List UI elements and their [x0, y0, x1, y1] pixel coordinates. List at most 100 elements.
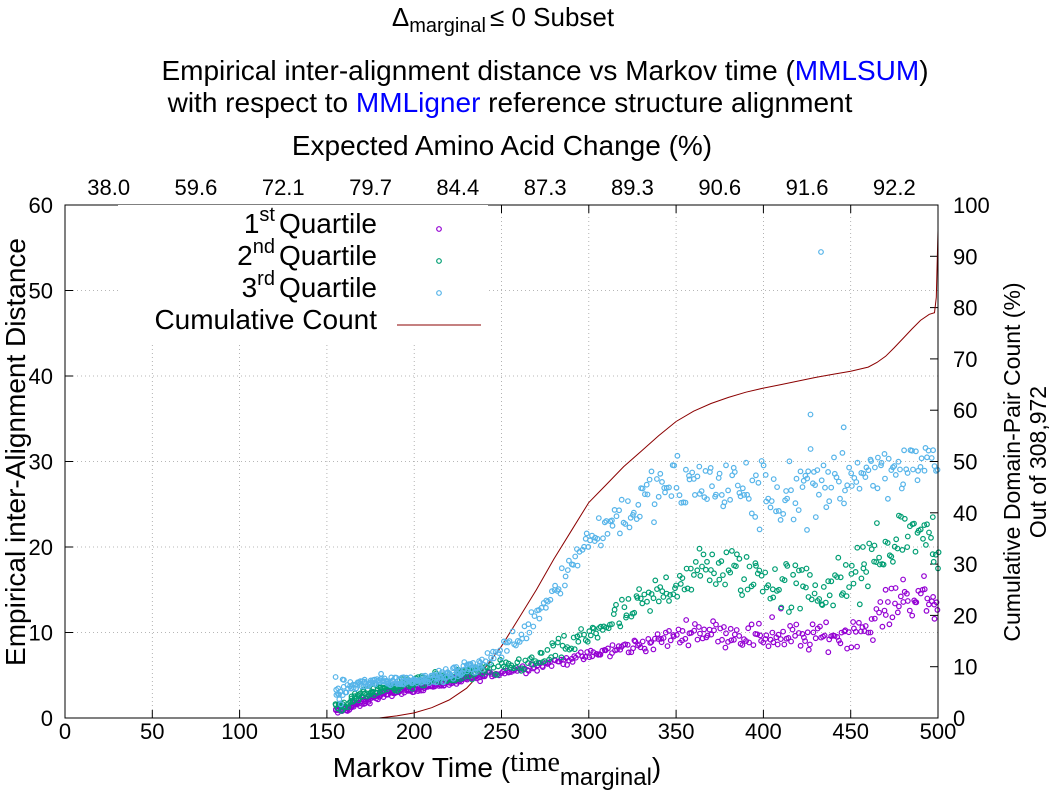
data-point [555, 635, 562, 642]
legend: 1st Quartile 2nd Quartile 3rd Quartile Cumu… [118, 204, 488, 345]
data-point [876, 609, 882, 616]
data-point [763, 632, 770, 639]
data-point [341, 677, 347, 683]
y2-axis-label: Cumulative Domain-Pair Count (%) [999, 282, 1025, 641]
data-point [552, 652, 559, 659]
data-point [926, 601, 932, 608]
data-point [880, 561, 887, 568]
data-point [871, 542, 878, 549]
data-point [642, 648, 649, 655]
data-point [796, 567, 802, 574]
data-point [933, 599, 940, 606]
data-point [598, 542, 604, 549]
data-point [716, 470, 723, 477]
data-point [609, 517, 615, 524]
data-point [525, 621, 532, 628]
data-point [850, 580, 857, 587]
data-point [831, 633, 838, 639]
data-point [506, 638, 513, 644]
data-point [727, 496, 733, 503]
data-point [785, 635, 792, 641]
data-point [595, 515, 602, 521]
data-point [925, 447, 932, 454]
data-point [581, 631, 587, 638]
data-point [746, 639, 752, 646]
data-point [803, 565, 810, 572]
data-point [856, 485, 863, 492]
data-point [716, 576, 723, 583]
data-point [784, 563, 791, 569]
data-point [685, 642, 692, 649]
data-point [367, 700, 373, 707]
data-point [509, 628, 516, 635]
data-point [865, 583, 871, 590]
data-point [630, 645, 636, 652]
data-point [657, 470, 664, 477]
data-point [702, 566, 709, 573]
data-point [709, 551, 716, 558]
data-point [419, 682, 426, 689]
data-point [616, 620, 623, 627]
data-point [439, 671, 446, 678]
data-point [641, 591, 648, 598]
data-point [821, 632, 828, 639]
data-point [634, 595, 641, 601]
data-point [928, 534, 934, 541]
data-point [643, 481, 650, 488]
data-point [749, 477, 756, 484]
data-point [750, 581, 757, 588]
legend-label-q2: 2nd Quartile [237, 236, 377, 271]
data-point [807, 572, 813, 578]
data-point [625, 649, 632, 656]
data-point [770, 639, 777, 646]
data-point [736, 633, 743, 639]
data-point [848, 644, 855, 651]
data-point [648, 639, 655, 645]
data-point [676, 492, 683, 499]
data-point [639, 600, 646, 607]
data-point [826, 592, 833, 599]
y-tick-label: 40 [29, 364, 53, 389]
data-point [642, 491, 648, 498]
data-point [697, 630, 703, 637]
data-point [569, 659, 576, 665]
data-point [737, 587, 744, 594]
data-point [610, 611, 617, 617]
data-point [692, 492, 698, 498]
data-point [830, 602, 836, 609]
data-point [631, 637, 638, 644]
data-point [477, 678, 484, 685]
data-point [521, 666, 527, 673]
data-point [893, 536, 900, 543]
data-point [901, 515, 908, 522]
y2-tick-label: 20 [953, 603, 977, 628]
data-point [673, 582, 679, 589]
data-point [909, 447, 915, 454]
data-point [495, 663, 502, 670]
data-point [825, 469, 831, 475]
data-point [484, 650, 491, 656]
data-point [655, 636, 662, 642]
data-point [430, 679, 437, 685]
data-point [862, 474, 869, 481]
data-point [345, 704, 351, 711]
data-point [745, 495, 752, 502]
data-point [528, 609, 535, 615]
data-point [719, 636, 725, 643]
data-point [523, 635, 530, 642]
data-point [722, 581, 728, 588]
data-point [584, 638, 591, 645]
data-point [709, 483, 715, 490]
data-point [644, 491, 651, 498]
y2-tick-label: 80 [953, 296, 977, 321]
data-point [805, 646, 812, 653]
data-point [842, 562, 849, 568]
data-point [930, 558, 937, 565]
data-point [667, 637, 674, 644]
data-point [912, 548, 919, 555]
data-point [518, 667, 525, 674]
data-point [682, 635, 689, 642]
data-point [788, 604, 795, 611]
data-point [752, 560, 759, 567]
data-point [846, 464, 852, 471]
